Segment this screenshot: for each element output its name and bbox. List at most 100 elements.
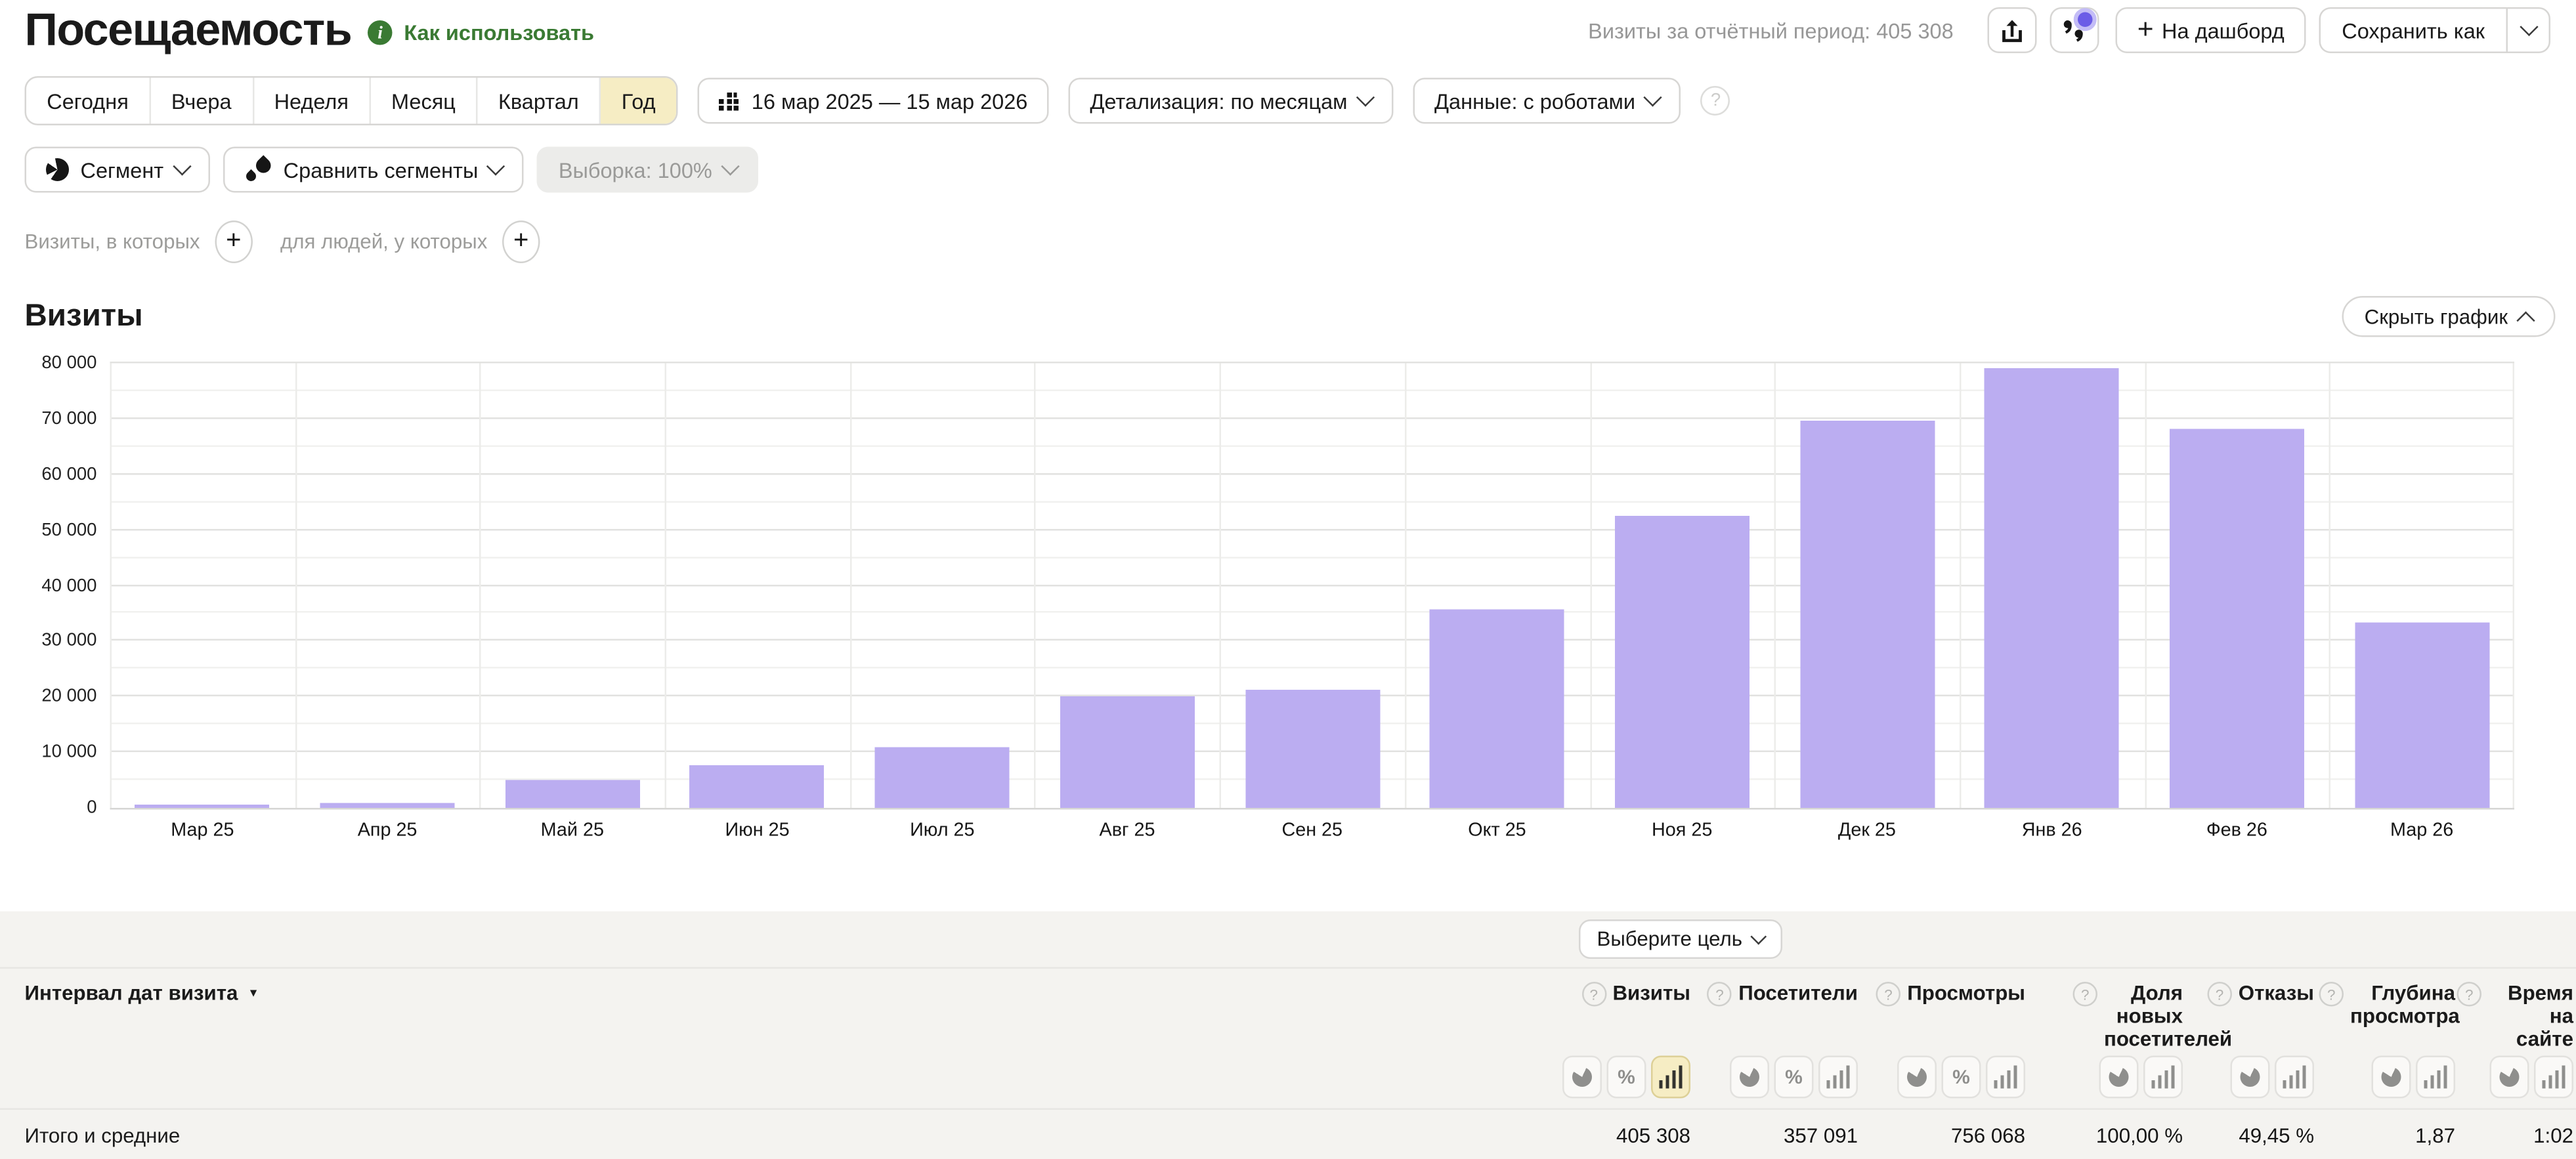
tab-Вчера[interactable]: Вчера	[149, 78, 252, 124]
pie-view-toggle[interactable]	[2372, 1056, 2411, 1099]
bars-view-toggle[interactable]	[1818, 1056, 1858, 1099]
chevron-down-icon	[2519, 18, 2537, 36]
pie-view-icon	[2500, 1067, 2520, 1087]
detalization-button[interactable]: Детализация: по месяцам	[1069, 78, 1394, 124]
export-button[interactable]	[1988, 7, 2037, 53]
bar-Ноя 25[interactable]	[1615, 516, 1750, 808]
metric-help-icon[interactable]: ?	[1581, 982, 1606, 1007]
column-header-5[interactable]: ?Глубина просмотра	[2314, 982, 2455, 1051]
bars-view-toggle[interactable]	[1651, 1056, 1690, 1099]
tab-Квартал[interactable]: Квартал	[476, 78, 599, 124]
segment-button[interactable]: Сегмент	[25, 147, 210, 193]
segment-bar: Сегмент Сравнить сегменты Выборка: 100%	[25, 145, 2551, 194]
info-icon[interactable]: i	[368, 20, 393, 45]
date-range-button[interactable]: 16 мар 2025 — 15 мар 2026	[697, 78, 1049, 124]
bar-Окт 25[interactable]	[1430, 609, 1564, 808]
totals-row-label: Итого и средние	[25, 1125, 1563, 1148]
chart-section-header: Визиты Скрыть график	[25, 296, 2556, 337]
percent-view-toggle[interactable]: %	[1607, 1056, 1646, 1099]
metric-view-toggle-group: %	[1562, 1056, 1690, 1099]
bars-view-toggle[interactable]	[2275, 1056, 2314, 1099]
bar-Янв 26[interactable]	[1985, 368, 2119, 808]
save-as-dropdown-button[interactable]	[2506, 7, 2551, 53]
pie-view-toggle[interactable]	[1730, 1056, 1769, 1099]
add-to-dashboard-button[interactable]: + На дашборд	[2116, 7, 2306, 53]
add-people-filter-button[interactable]: +	[502, 221, 540, 263]
pie-view-toggle[interactable]	[1897, 1056, 1937, 1099]
help-icon[interactable]: ?	[1701, 86, 1730, 116]
totals-value-6: 1:02	[2455, 1125, 2573, 1148]
grid-line-x	[2329, 364, 2331, 809]
grid-line-y	[110, 584, 2515, 586]
x-tick-label: Янв 26	[2022, 821, 2082, 841]
column-header-1[interactable]: ?Посетители	[1690, 982, 1858, 1051]
column-header-4[interactable]: ?Отказы	[2183, 982, 2314, 1051]
feedback-button[interactable]	[2050, 7, 2099, 53]
pie-view-toggle[interactable]	[2490, 1056, 2529, 1099]
tab-Сегодня[interactable]: Сегодня	[26, 78, 149, 124]
hide-chart-button[interactable]: Скрыть график	[2342, 296, 2556, 337]
bar-Мар 25[interactable]	[135, 804, 270, 808]
bar-Фев 26[interactable]	[2170, 429, 2304, 808]
chevron-down-icon	[173, 157, 191, 175]
add-visit-filter-button[interactable]: +	[215, 221, 253, 263]
dimension-header[interactable]: Интервал дат визита▼	[25, 982, 1563, 1005]
column-header-label: Доля новых посетителей	[2104, 982, 2183, 1051]
pie-view-toggle[interactable]	[1562, 1056, 1602, 1099]
bar-Май 25[interactable]	[505, 780, 639, 808]
bars-view-toggle[interactable]	[1986, 1056, 2025, 1099]
metric-help-icon[interactable]: ?	[2319, 982, 2344, 1007]
column-header-0[interactable]: ?Визиты	[1562, 982, 1690, 1051]
pie-view-toggle[interactable]	[2231, 1056, 2270, 1099]
bar-Мар 26[interactable]	[2355, 622, 2489, 808]
bar-Авг 25[interactable]	[1060, 697, 1194, 808]
sampling-button[interactable]: Выборка: 100%	[537, 147, 758, 193]
metric-help-icon[interactable]: ?	[1707, 982, 1732, 1007]
select-goal-button[interactable]: Выберите цель	[1579, 919, 1782, 959]
bar-Сен 25[interactable]	[1245, 690, 1379, 808]
how-to-use-link[interactable]: Как использовать	[404, 16, 594, 45]
bar-Июл 25[interactable]	[875, 748, 1010, 808]
bar-Июн 25[interactable]	[690, 765, 825, 808]
percent-view-icon: %	[1618, 1067, 1635, 1087]
column-header-label: Визиты	[1612, 982, 1690, 1051]
x-tick-label: Май 25	[541, 821, 604, 841]
tab-Месяц[interactable]: Месяц	[369, 78, 476, 124]
bars-view-toggle[interactable]	[2416, 1056, 2455, 1099]
column-header-6[interactable]: ?Время на сайте	[2455, 982, 2573, 1051]
column-header-3[interactable]: ?Доля новых посетителей	[2025, 982, 2183, 1051]
bars-view-toggle[interactable]	[2534, 1056, 2573, 1099]
metric-help-icon[interactable]: ?	[2207, 982, 2232, 1007]
save-as-button[interactable]: Сохранить как	[2319, 7, 2506, 53]
grid-line-y	[110, 473, 2515, 474]
chart-title: Визиты	[25, 299, 143, 335]
tab-Год[interactable]: Год	[599, 78, 676, 124]
percent-view-toggle[interactable]: %	[1942, 1056, 1981, 1099]
bars-view-toggle[interactable]	[2143, 1056, 2183, 1099]
metric-help-icon[interactable]: ?	[2457, 982, 2482, 1007]
grid-line-x	[110, 364, 112, 809]
bar-chart-view-icon	[1659, 1066, 1683, 1089]
grid-line-y	[110, 667, 2515, 669]
bar-Апр 25[interactable]	[320, 803, 455, 808]
grid-line-x	[849, 364, 851, 809]
compare-segments-button[interactable]: Сравнить сегменты	[223, 147, 524, 193]
header: Посещаемость i Как использовать Визиты з…	[25, 4, 2551, 56]
x-tick-label: Окт 25	[1468, 821, 1526, 841]
metric-view-toggle-group: %	[1690, 1056, 1858, 1099]
column-header-2[interactable]: ?Просмотры	[1858, 982, 2025, 1051]
metric-view-toggle-group	[2314, 1056, 2455, 1099]
metric-help-icon[interactable]: ?	[1876, 982, 1901, 1007]
data-mode-button[interactable]: Данные: с роботами	[1413, 78, 1681, 124]
calendar-grid-icon	[719, 92, 741, 110]
percent-view-toggle[interactable]: %	[1774, 1056, 1814, 1099]
save-as-split-button: Сохранить как	[2319, 7, 2550, 53]
x-tick-label: Июн 25	[725, 821, 790, 841]
bar-Дек 25[interactable]	[1799, 421, 1934, 808]
metric-view-toggle-group	[2025, 1056, 2183, 1099]
tab-Неделя[interactable]: Неделя	[252, 78, 369, 124]
pie-view-toggle[interactable]	[2099, 1056, 2139, 1099]
metric-help-icon[interactable]: ?	[2073, 982, 2098, 1007]
